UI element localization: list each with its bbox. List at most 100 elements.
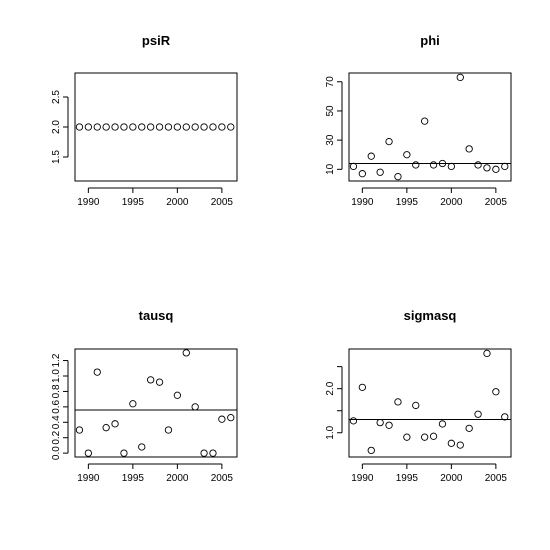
x-tick-label: 1995 <box>396 473 419 484</box>
y-tick-label: 0.2 <box>51 430 62 444</box>
data-point <box>492 165 500 173</box>
data-point <box>403 433 411 441</box>
y-tick-label: 10 <box>325 163 336 175</box>
panel-title: sigmasq <box>404 308 457 323</box>
data-point <box>218 415 226 423</box>
panel-title: tausq <box>139 308 174 323</box>
data-point <box>191 403 199 411</box>
x-tick-label: 2000 <box>166 197 189 208</box>
data-point <box>438 420 447 428</box>
data-point <box>155 378 164 386</box>
x-tick-label: 2005 <box>211 473 234 484</box>
data-point <box>111 420 119 428</box>
data-point <box>421 433 429 441</box>
data-point <box>93 368 101 376</box>
data-point <box>367 446 375 455</box>
data-point <box>447 162 456 171</box>
panel-title: phi <box>420 33 440 48</box>
data-point <box>501 162 509 171</box>
y-tick-label: 70 <box>325 76 336 88</box>
data-point <box>483 349 491 358</box>
x-tick-label: 1995 <box>122 197 145 208</box>
x-tick-label: 2000 <box>440 197 463 208</box>
data-point <box>403 151 411 159</box>
data-point <box>200 123 208 131</box>
x-tick-label: 2005 <box>485 197 508 208</box>
data-point <box>84 449 93 457</box>
data-point <box>367 152 375 160</box>
data-point <box>385 421 393 429</box>
data-point <box>200 449 208 457</box>
data-point <box>394 172 402 181</box>
data-point <box>182 123 190 131</box>
data-point <box>102 424 110 432</box>
y-tick-label: 1.0 <box>325 425 336 439</box>
data-point <box>412 161 420 169</box>
panel-psir: psiR 1990 1995 2000 2005 1.5 2.0 2.5 <box>51 33 238 208</box>
data-point <box>218 123 226 131</box>
data-point <box>102 123 110 131</box>
y-tick-label: 0.4 <box>51 415 62 429</box>
x-tick-label: 2000 <box>440 473 463 484</box>
data-point <box>456 441 464 449</box>
data-point <box>376 418 384 427</box>
y-tick-label: 2.0 <box>51 120 62 134</box>
data-point <box>120 449 128 457</box>
data-point <box>438 159 447 168</box>
data-point <box>429 432 438 440</box>
data-point <box>209 449 217 457</box>
data-point <box>147 376 155 384</box>
data-point <box>75 123 84 131</box>
x-tick-label: 1990 <box>77 473 100 484</box>
data-point <box>138 123 146 131</box>
data-point <box>173 123 182 131</box>
plot-frame <box>74 348 238 458</box>
data-point <box>182 349 190 357</box>
data-point <box>129 123 137 131</box>
data-point <box>84 123 93 131</box>
data-point <box>358 383 367 392</box>
y-tick-label: 2.5 <box>51 90 62 104</box>
data-point <box>164 123 173 131</box>
data-point <box>209 123 217 131</box>
data-point <box>120 123 128 131</box>
data-point <box>474 410 482 418</box>
data-point <box>349 162 358 171</box>
x-tick-label: 2005 <box>485 473 508 484</box>
y-tick-label: 30 <box>325 134 336 146</box>
panel-sigmasq: sigmasq 1990 1995 2000 2005 1.0 2.0 <box>325 308 512 484</box>
data-point <box>227 123 235 131</box>
plot-frame <box>348 348 512 458</box>
y-tick-label: 50 <box>325 105 336 117</box>
x-tick-label: 1995 <box>122 473 145 484</box>
y-tick-label: 1.2 <box>51 353 62 367</box>
plot-frame <box>348 72 512 182</box>
panel-tausq: tausq 1990 1995 2000 2005 0.0 0.20.4 0.60.81.0… <box>51 308 238 484</box>
data-point <box>147 123 155 131</box>
data-point <box>227 414 235 422</box>
x-tick-label: 1990 <box>351 197 374 208</box>
data-point <box>376 168 384 176</box>
data-point <box>483 164 491 172</box>
data-point <box>492 388 500 396</box>
data-point <box>75 426 84 434</box>
data-point <box>412 401 420 410</box>
y-tick-label: 0.6 <box>51 399 62 413</box>
data-point <box>358 170 367 178</box>
data-point <box>129 400 137 408</box>
data-point <box>93 123 101 131</box>
y-tick-label: 0.8 <box>51 384 62 398</box>
x-tick-label: 2000 <box>166 473 189 484</box>
panel-title: psiR <box>142 33 171 48</box>
y-tick-label: 2.0 <box>325 381 336 395</box>
x-tick-label: 2005 <box>211 197 234 208</box>
x-tick-label: 1990 <box>351 473 374 484</box>
data-point <box>501 413 509 421</box>
data-point <box>191 123 199 131</box>
data-point <box>394 398 402 406</box>
data-point <box>164 426 173 434</box>
data-point <box>456 73 464 82</box>
data-point <box>111 123 119 131</box>
data-point <box>429 161 438 169</box>
